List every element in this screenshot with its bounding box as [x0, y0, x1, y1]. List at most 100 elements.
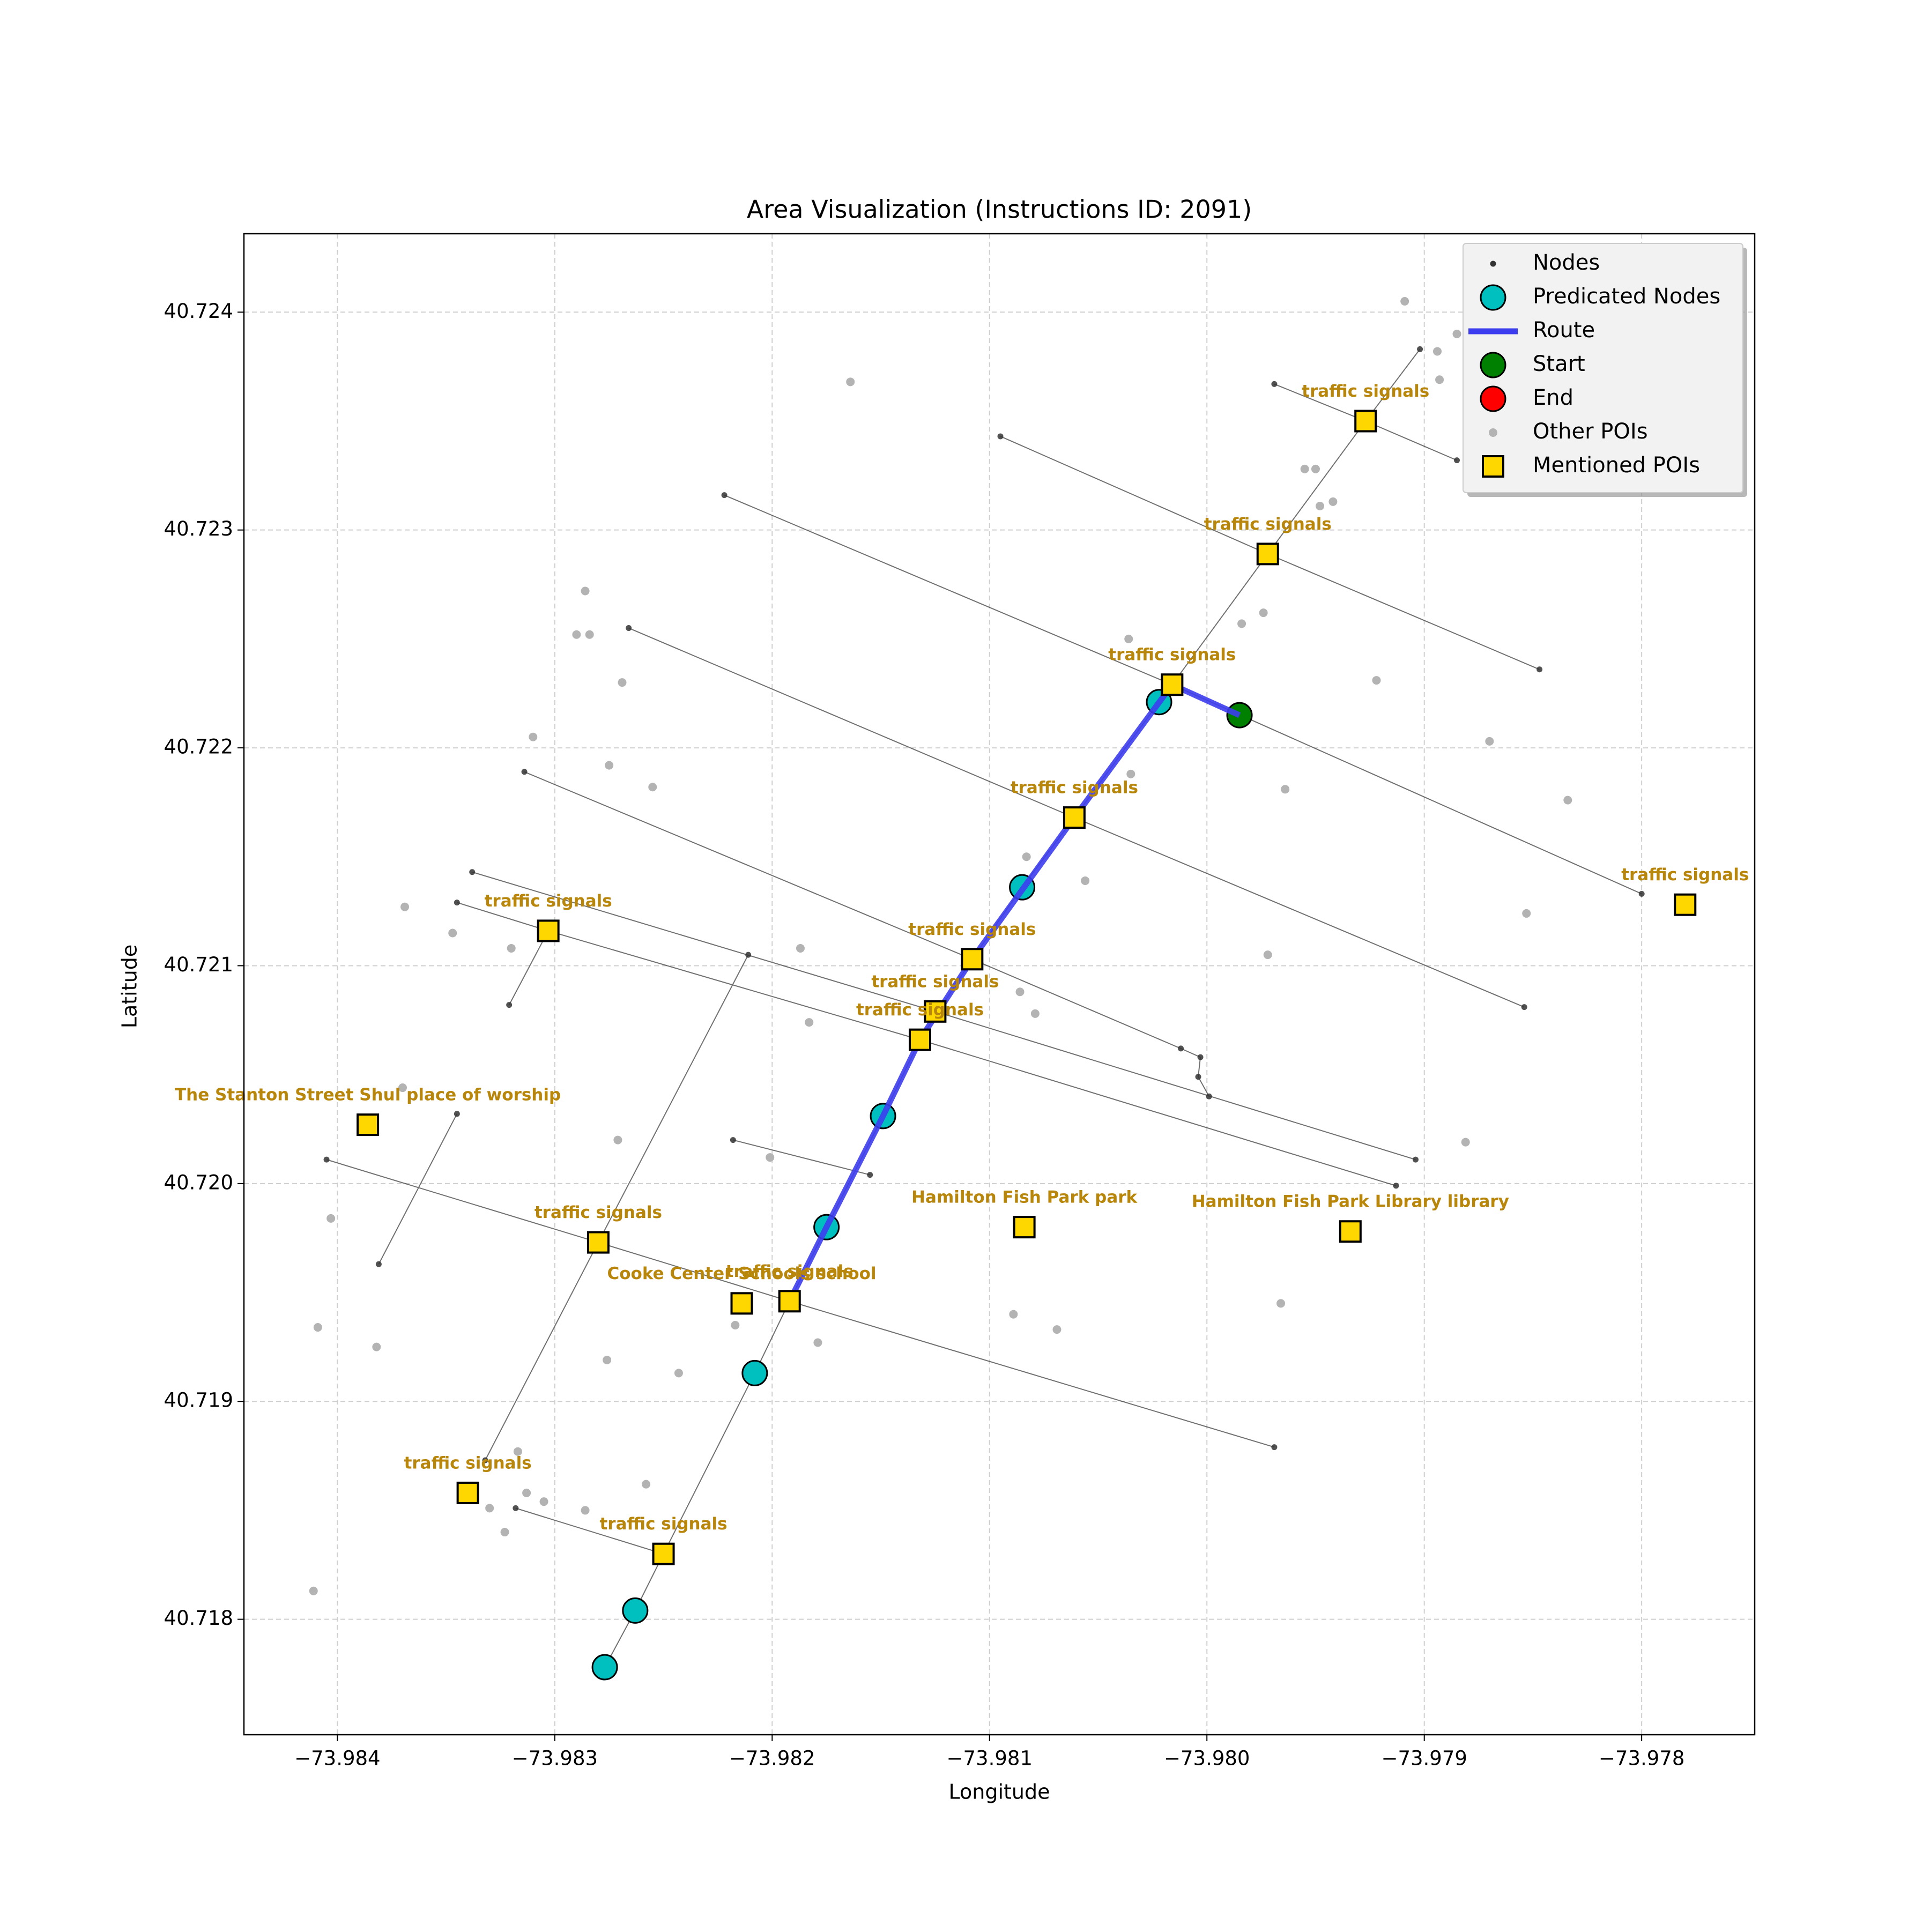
y-axis-label: Latitude	[118, 945, 142, 1028]
poi	[731, 1320, 740, 1329]
node	[721, 492, 728, 499]
poi	[529, 732, 538, 741]
node	[506, 1002, 513, 1008]
legend-marker	[1480, 284, 1506, 311]
legend-label: Predicated Nodes	[1533, 284, 1720, 309]
node	[626, 625, 632, 631]
poi-label: traffic signals	[535, 1203, 662, 1222]
x-tick-label: −73.980	[1164, 1747, 1250, 1770]
poi	[1030, 1009, 1040, 1018]
mentioned-poi	[652, 1542, 675, 1565]
poi-label: traffic signals	[404, 1453, 532, 1473]
legend-marker	[1489, 428, 1497, 437]
poi	[648, 783, 657, 792]
node	[1521, 1004, 1527, 1010]
node	[454, 900, 460, 906]
node	[521, 769, 528, 775]
legend-label: Nodes	[1533, 250, 1600, 275]
plot-area: traffic signals traffic signals traffic si…	[175, 296, 1749, 1681]
poi-label: Cooke Center Schools school	[607, 1264, 876, 1283]
route	[786, 681, 1241, 1303]
mentioned-poi	[1063, 806, 1086, 829]
legend-label: Start	[1533, 352, 1585, 376]
y-tick-label: 40.718	[164, 1607, 233, 1630]
node	[1195, 1074, 1201, 1080]
mentioned-poi	[1339, 1220, 1362, 1243]
mentioned-poi	[1354, 410, 1377, 433]
mentioned-poi	[537, 919, 560, 942]
poi	[572, 630, 581, 639]
poi	[500, 1528, 509, 1537]
plot-frame	[243, 233, 1756, 1736]
node	[1206, 1093, 1212, 1099]
poi	[513, 1447, 522, 1456]
poi	[1022, 852, 1031, 861]
poi-label: traffic signals	[871, 972, 999, 991]
poi	[613, 1135, 622, 1145]
y-tick-label: 40.720	[164, 1171, 233, 1194]
poi	[603, 1356, 612, 1365]
legend-marker	[1480, 385, 1506, 412]
legend-label: Other POIs	[1533, 419, 1648, 444]
poi	[1300, 464, 1309, 473]
poi	[1328, 497, 1338, 506]
node	[1271, 1444, 1278, 1451]
poi	[1237, 619, 1246, 628]
poi	[605, 761, 614, 770]
poi	[1435, 375, 1444, 384]
mentioned-poi	[1256, 543, 1279, 566]
node	[1454, 457, 1460, 464]
legend-marker	[1482, 455, 1504, 478]
poi	[1485, 737, 1494, 746]
poi	[1259, 608, 1268, 618]
poi	[313, 1323, 322, 1332]
poi	[813, 1338, 822, 1347]
mentioned-poi	[456, 1481, 479, 1504]
node	[1638, 890, 1645, 897]
mentioned-poi	[1161, 673, 1184, 696]
y-tick-label: 40.724	[164, 300, 233, 323]
poi	[581, 1506, 590, 1515]
poi	[1461, 1138, 1470, 1147]
marker-circle	[622, 1597, 649, 1624]
poi	[1281, 785, 1290, 794]
node	[1271, 381, 1278, 387]
poi	[796, 943, 805, 953]
poi	[805, 1018, 814, 1027]
poi	[326, 1214, 336, 1223]
x-tick-label: −73.983	[512, 1747, 598, 1770]
poi-label: traffic signals	[1011, 778, 1138, 798]
x-axis-label: Longitude	[949, 1780, 1050, 1804]
poi	[585, 630, 594, 639]
node	[323, 1156, 330, 1163]
mentioned-poi	[961, 948, 984, 971]
node	[745, 952, 752, 958]
legend-box	[1463, 243, 1743, 493]
mentioned-poi	[924, 1000, 947, 1023]
poi-label: Hamilton Fish Park Library library	[1192, 1192, 1509, 1212]
mentioned-poi	[778, 1290, 801, 1313]
poi-label: traffic signals	[908, 920, 1036, 939]
poi	[1433, 347, 1442, 356]
poi-label: traffic signals	[1108, 645, 1236, 665]
node	[513, 1505, 519, 1511]
poi-label: traffic signals	[726, 1262, 853, 1281]
marker-circle	[591, 1654, 618, 1681]
y-tick-label: 40.723	[164, 517, 233, 540]
poi-label: traffic signals	[1302, 382, 1429, 401]
x-tick-label: −73.981	[947, 1747, 1033, 1770]
poi	[766, 1153, 775, 1162]
mentioned-poi	[1013, 1216, 1036, 1239]
poi-label: The Stanton Street Shul place of worship	[175, 1086, 561, 1105]
node	[375, 1261, 382, 1267]
poi-label: traffic signals	[856, 1000, 984, 1020]
poi	[1276, 1299, 1286, 1308]
legend-marker	[1490, 261, 1496, 267]
node	[1197, 1054, 1204, 1060]
legend: Nodes Predicated Nodes Route Start End Other …	[1463, 243, 1747, 497]
poi	[618, 678, 627, 687]
y-tick-label: 40.722	[164, 735, 233, 759]
mentioned-poi	[1674, 893, 1697, 916]
poi	[400, 902, 410, 911]
